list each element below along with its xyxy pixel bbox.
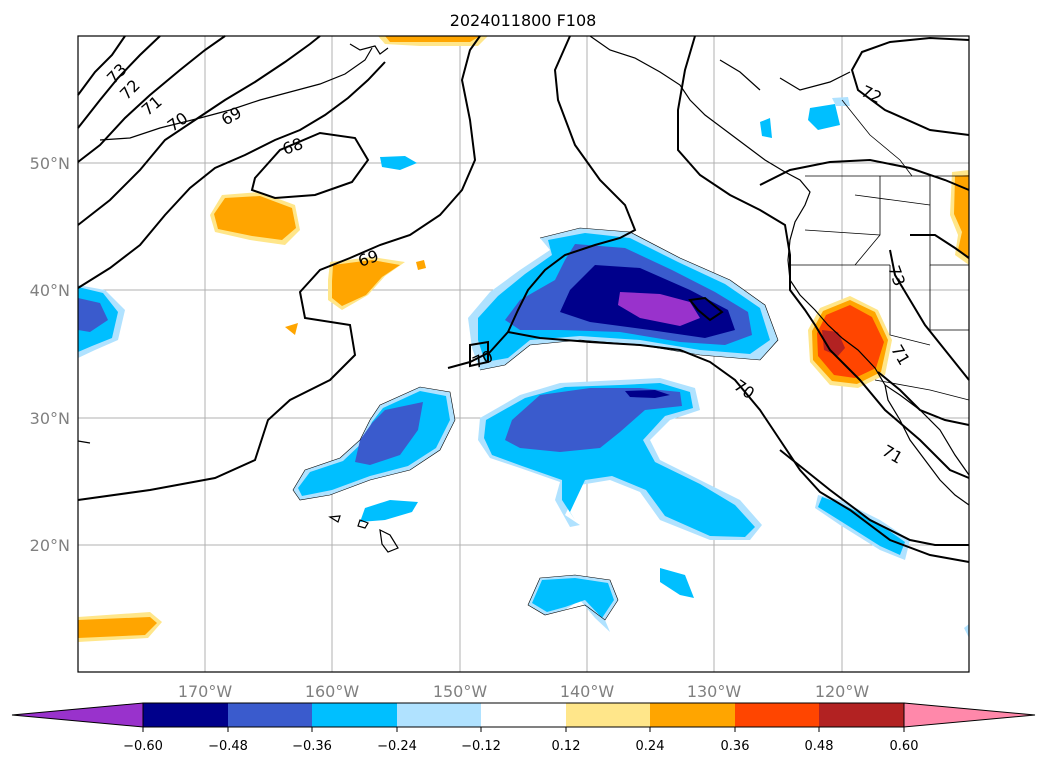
negative-anomaly-bc (808, 104, 840, 130)
colorbar-label-8: 0.36 (721, 739, 750, 754)
colorbar-bin-1 (143, 703, 228, 727)
longitude-labels: 170°W 160°W 150°W 140°W 130°W 120°W (178, 682, 870, 701)
negative-anomaly-se-sky (532, 578, 614, 618)
map-title: 2024011800 F108 (450, 11, 597, 30)
negative-anomaly-south-royal (505, 388, 682, 452)
colorbar-bin-8 (735, 703, 819, 727)
colorbar-bin-3 (312, 703, 397, 727)
colorbar-ticks (142, 727, 905, 732)
anomaly-shading (78, 36, 969, 642)
lat-label-50n: 50°N (30, 154, 70, 173)
positive-anomaly-aleut (214, 196, 296, 240)
colorbar-label-9: 0.48 (805, 739, 834, 754)
colorbar-label-6: 0.12 (552, 739, 581, 754)
lon-label-170w: 170°W (178, 682, 233, 701)
colorbar-label-4: −0.24 (377, 739, 417, 754)
lon-label-130w: 130°W (687, 682, 742, 701)
colorbar-bin-6 (566, 703, 650, 727)
colorbar-bin-9 (819, 703, 904, 727)
colorbar-label-10: 0.60 (890, 739, 919, 754)
lat-label-40n: 40°N (30, 281, 70, 300)
negative-anomaly-main-purple (618, 292, 700, 326)
colorbar-label-5: −0.12 (461, 739, 501, 754)
colorbar-bin-7 (650, 703, 735, 727)
pale-blue-edge (964, 624, 969, 638)
negative-anomaly-west-edge-royal (78, 298, 108, 332)
colorbar-label-1: −0.60 (123, 739, 163, 754)
positive-anomaly-mid (332, 260, 400, 306)
colorbar-extend-high (903, 702, 1036, 728)
anomaly-outlines (292, 227, 779, 621)
negative-anomaly-coast-south-sky (818, 497, 905, 555)
height-contours (77, 35, 970, 563)
colorbar-extend-low (11, 702, 144, 728)
latitude-labels: 50°N 40°N 30°N 20°N (30, 154, 70, 555)
negative-anomaly-small-1 (660, 568, 694, 598)
colorbar-frame (142, 702, 905, 728)
lon-label-150w: 150°W (433, 682, 488, 701)
positive-anomaly-dot (285, 323, 298, 335)
lon-label-160w: 160°W (305, 682, 360, 701)
lat-label-20n: 20°N (30, 536, 70, 555)
lon-label-120w: 120°W (815, 682, 870, 701)
colorbar: −0.60 −0.48 −0.36 −0.24 −0.12 0.12 0.24 … (11, 702, 1036, 754)
negative-anomaly-gulf (380, 156, 417, 170)
negative-anomaly-bc2 (760, 118, 772, 138)
positive-anomaly-ne (954, 175, 969, 260)
negative-anomaly-west-royal (355, 402, 423, 465)
coastlines (77, 35, 970, 553)
colorbar-label-3: −0.36 (292, 739, 332, 754)
positive-anomaly-top (385, 36, 480, 42)
colorbar-bin-5 (481, 703, 566, 727)
colorbar-label-2: −0.48 (208, 739, 248, 754)
colorbar-bin-2 (228, 703, 312, 727)
positive-anomaly-sw (78, 617, 157, 638)
negative-anomaly-hawaii (360, 500, 418, 522)
positive-anomaly-cal-brick (822, 330, 845, 356)
positive-anomaly-dot2 (416, 260, 426, 270)
lon-label-140w: 140°W (560, 682, 615, 701)
colorbar-label-7: 0.24 (636, 739, 665, 754)
lat-label-30n: 30°N (30, 409, 70, 428)
negative-anomaly-south-navy (625, 390, 670, 398)
map-frame (77, 35, 970, 673)
colorbar-bin-4 (397, 703, 481, 727)
